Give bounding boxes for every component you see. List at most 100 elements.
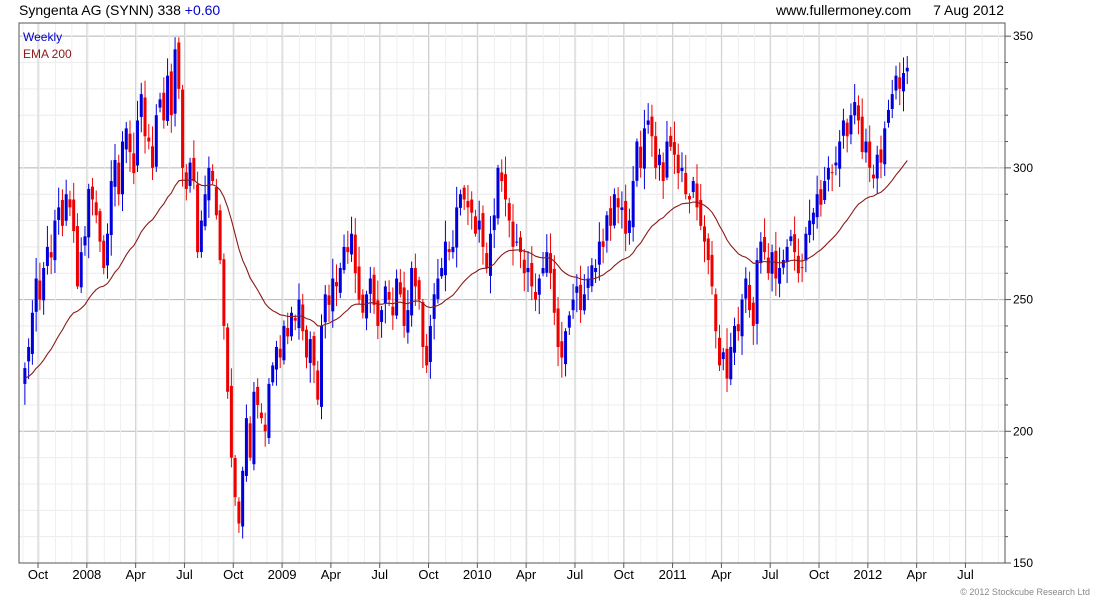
candle-body [177,42,181,89]
candle-body [203,194,207,227]
legend-ema: EMA 200 [23,47,72,61]
candle-body [616,198,620,208]
candle-body [736,324,740,332]
x-tick-label: Oct [809,567,830,582]
candle-body [808,220,812,235]
candle-body [68,199,72,208]
candle-body [556,308,560,347]
site-url[interactable]: www.fullermoney.com [776,2,912,18]
candle-body [804,233,808,261]
candle-body [162,92,166,121]
candle-body [594,267,598,272]
price-change: +0.60 [184,2,221,18]
candle-body [282,325,286,361]
candle-body [890,94,894,109]
candle-body [222,259,226,326]
candle-body [312,336,316,366]
candle-body [826,167,830,180]
candle-body [793,234,797,253]
candle-body [316,370,320,400]
candle-body [590,265,594,287]
candle-body [654,136,658,168]
candle-body [657,154,661,166]
candle-body [49,252,53,258]
candle-body [886,109,890,123]
candle-body [301,304,305,332]
candle-body [353,234,357,274]
candle-body [755,260,759,324]
candle-body [781,260,785,268]
candle-body [883,128,887,165]
candle-body [136,120,140,166]
candle-body [128,133,132,153]
candle-body [545,252,549,273]
candle-body [90,186,94,200]
candle-body [845,122,849,137]
candle-body [774,250,778,279]
x-tick-label: Jul [957,567,974,582]
candle-body [147,137,151,142]
candle-body [530,262,534,287]
candle-body [699,199,703,226]
candle-body [102,240,106,268]
candle-body [567,315,571,328]
candle-body [631,181,635,228]
candle-body [410,267,414,316]
candle-body [691,181,695,193]
candle-body [676,154,680,174]
candle-body [151,146,155,168]
candle-body [639,146,643,168]
legend-weekly: Weekly [23,30,62,44]
copyright: © 2012 Stockcube Research Ltd [960,587,1090,597]
candle-body [320,325,324,407]
candle-body [601,241,605,247]
candle-body [75,226,79,287]
candle-body [748,284,752,311]
candle-body [23,368,27,384]
candle-body [763,236,767,253]
candle-body [830,172,834,174]
candle-body [669,135,673,147]
candle-body [443,241,447,276]
candle-body [462,187,466,200]
candle-body [293,317,297,321]
candle-body [181,89,185,168]
candle-body [425,345,429,366]
candle-body [672,142,676,155]
candle-body [64,194,68,221]
candle-body [811,212,815,225]
candle-body [383,286,387,304]
candle-body [537,278,541,295]
candle-body [259,412,263,419]
x-tick-label: 2012 [853,567,882,582]
candle-body [192,157,196,182]
candle-body [335,282,339,287]
candle-body [402,287,406,326]
candle-body [436,278,440,299]
candle-body [819,189,823,205]
candle-body [34,278,38,312]
candle-body [331,278,335,312]
candle-body [740,299,744,337]
candle-body [500,172,504,182]
candle-body [800,267,804,269]
y-tick-label: 150 [1013,556,1033,570]
candle-body [770,252,774,274]
y-tick-label: 250 [1013,293,1033,307]
candle-body [864,141,868,153]
candle-body [871,174,875,179]
candle-body [113,159,117,187]
candle-body [695,183,699,208]
candle-body [511,221,515,247]
candle-body [350,233,354,255]
candle-body [481,213,485,247]
candle-body [564,331,568,365]
candle-body [560,341,564,358]
candle-body [868,141,872,168]
candle-body [751,302,755,326]
candle-body [684,172,688,195]
candle-body [199,220,203,252]
header-right: www.fullermoney.com 7 Aug 2012 [776,2,1004,18]
x-tick-label: Jul [176,567,193,582]
x-tick-label: Apr [321,567,342,582]
